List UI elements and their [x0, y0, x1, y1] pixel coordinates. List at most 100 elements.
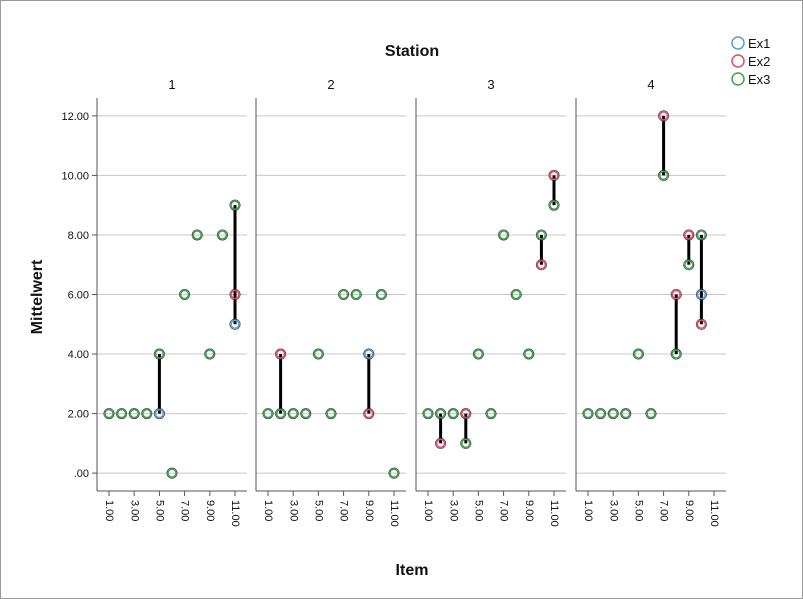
data-point-ex2 — [683, 230, 694, 240]
data-point-ex3 — [192, 230, 202, 240]
y-tick-label: 8.00 — [68, 230, 89, 242]
data-point-ex3 — [313, 349, 324, 359]
data-point-outline — [191, 229, 203, 241]
data-point-outline — [204, 348, 216, 360]
data-point-outline — [229, 318, 241, 330]
data-point-outline — [275, 348, 287, 360]
x-tick-label: 7.00 — [658, 500, 670, 521]
data-point-outline — [498, 229, 510, 241]
panel-label: 3 — [487, 77, 494, 92]
data-point-ex3 — [536, 230, 547, 240]
y-tick-label: 10.00 — [61, 170, 89, 182]
data-point-outline — [535, 229, 547, 241]
data-point-ex3 — [288, 408, 299, 419]
data-point-outline — [103, 408, 115, 420]
data-point-outline — [153, 408, 165, 420]
data-point-ex2 — [536, 259, 547, 270]
data-point-outline — [128, 408, 140, 420]
data-point-outline — [595, 408, 607, 420]
data-point-outline — [472, 348, 484, 360]
axes-layer: .00 2.00 4.00 6.00 8.00 10.00 12.00 1.00 3.00 5.0… — [61, 98, 726, 527]
data-point-ex3 — [116, 408, 127, 419]
data-point-outline — [179, 288, 191, 300]
data-point-outline — [262, 408, 274, 420]
x-tick-label: 7.00 — [179, 500, 191, 521]
data-point-ex3 — [608, 408, 619, 419]
y-tick-label: .00 — [74, 468, 89, 480]
x-tick-label: 5.00 — [632, 500, 644, 521]
data-point-ex2 — [460, 408, 471, 419]
data-point-outline — [350, 288, 362, 300]
data-point-ex3 — [523, 349, 534, 359]
data-point-ex3 — [646, 408, 656, 419]
data-point-ex3 — [338, 289, 349, 300]
data-point-ex3 — [658, 170, 669, 181]
panel-label: 1 — [168, 77, 175, 92]
data-point-outline — [683, 259, 695, 271]
data-point-outline — [229, 199, 241, 211]
data-point-ex3 — [217, 230, 228, 240]
y-tick-label: 6.00 — [68, 290, 89, 302]
data-point-outline — [535, 259, 547, 271]
grid-layer — [97, 115, 726, 474]
text-layer: Station Item Mittelwert 1 2 3 4 — [29, 43, 655, 579]
legend-label: Ex2 — [748, 54, 770, 69]
data-point-ex2 — [658, 111, 669, 121]
data-point-outline — [363, 348, 375, 360]
data-point-ex3 — [435, 408, 446, 419]
panel-label: 4 — [647, 77, 654, 92]
y-axis-title: Mittelwert — [29, 259, 46, 334]
x-tick-label: 1.00 — [582, 500, 594, 521]
data-point-outline — [116, 408, 128, 420]
x-tick-label: 1.00 — [262, 500, 274, 521]
data-point-outline — [275, 408, 287, 420]
x-tick-label: 5.00 — [153, 500, 165, 521]
y-tick-label: 2.00 — [68, 409, 89, 421]
data-point-outline — [658, 110, 670, 122]
data-point-ex3 — [448, 408, 459, 419]
x-tick-label: 1.00 — [422, 500, 434, 521]
data-point-outline — [658, 169, 670, 181]
data-point-ex3 — [376, 289, 387, 300]
x-tick-label: 11.00 — [708, 500, 720, 527]
x-tick-label: 9.00 — [204, 500, 216, 521]
data-point-ex3 — [142, 408, 152, 419]
x-tick-label: 3.00 — [287, 500, 299, 521]
data-point-outline — [548, 199, 560, 211]
data-point-outline — [510, 288, 522, 300]
data-point-outline — [141, 408, 153, 420]
legend: Ex1 Ex2 Ex3 — [731, 36, 770, 87]
data-point-ex3 — [179, 289, 190, 300]
data-point-outline — [523, 348, 535, 360]
data-point-outline — [166, 467, 178, 479]
data-point-outline — [325, 408, 337, 420]
data-point-ex3 — [389, 468, 399, 478]
data-point-outline — [548, 169, 560, 181]
data-point-ex1 — [363, 349, 374, 359]
data-point-outline — [670, 348, 682, 360]
data-point-ex3 — [583, 408, 593, 419]
x-tick-label: 1.00 — [103, 500, 115, 521]
data-point-ex3 — [104, 408, 114, 419]
data-point-outline — [695, 288, 707, 300]
data-point-ex3 — [620, 408, 631, 419]
legend-label: Ex3 — [748, 72, 770, 87]
range-lines-layer — [157, 115, 703, 444]
data-point-outline — [300, 408, 312, 420]
x-tick-label: 7.00 — [498, 500, 510, 521]
data-point-ex2 — [435, 438, 446, 449]
data-point-ex2 — [671, 289, 682, 300]
data-point-outline — [338, 288, 350, 300]
data-point-outline — [607, 408, 619, 420]
x-tick-label: 9.00 — [523, 500, 535, 521]
points-layer — [103, 110, 707, 479]
data-point-ex2 — [363, 408, 374, 419]
data-point-ex3 — [549, 200, 559, 210]
data-point-outline — [582, 408, 594, 420]
data-point-ex3 — [486, 408, 496, 419]
data-point-outline — [460, 437, 472, 449]
x-tick-label: 11.00 — [548, 500, 560, 527]
x-tick-label: 9.00 — [363, 500, 375, 521]
